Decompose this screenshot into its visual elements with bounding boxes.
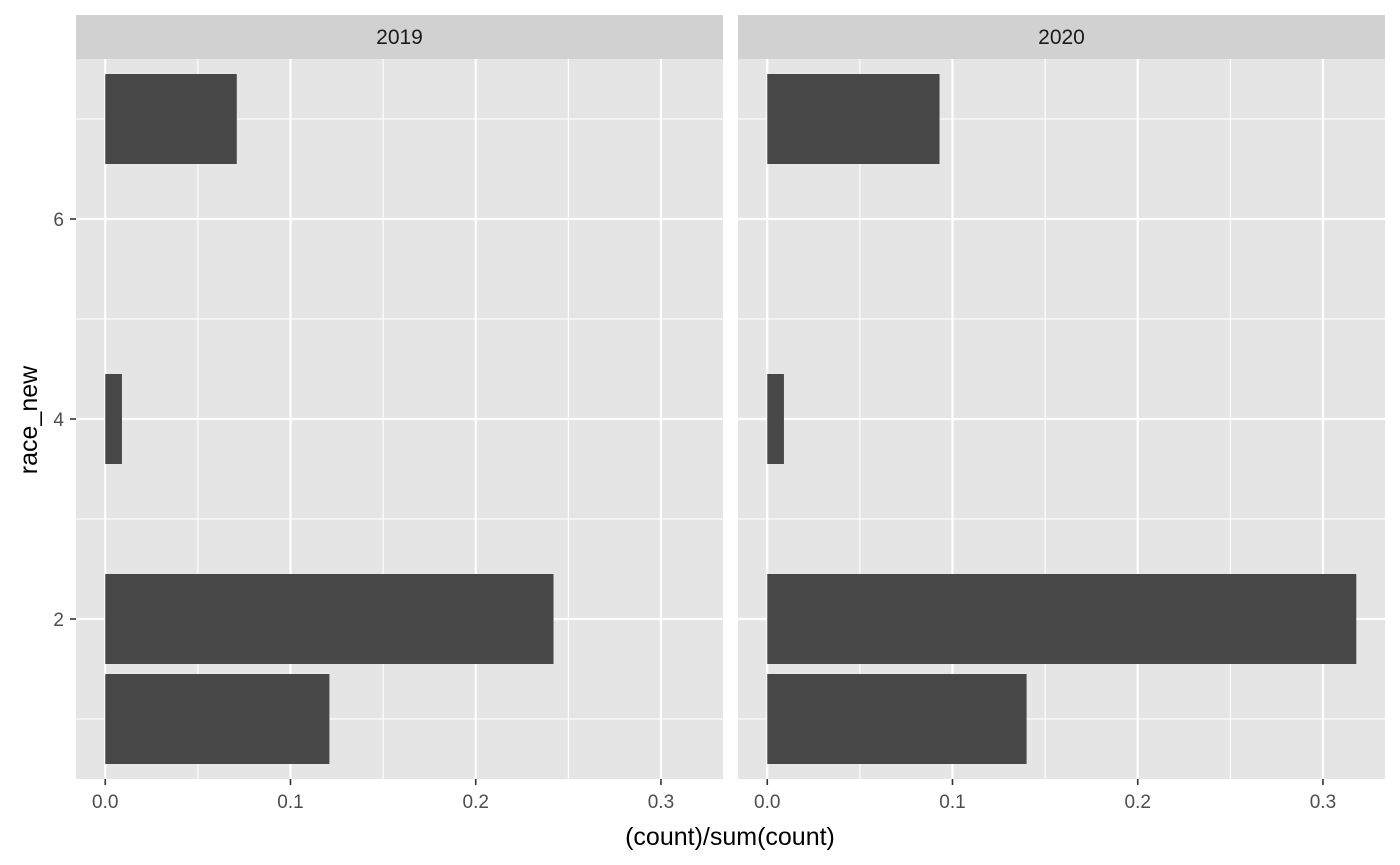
bar-race-1	[767, 674, 1027, 764]
facet-panel-2019: 2019 0.0 0.1 0.2 0.3	[76, 15, 723, 813]
bar-race-1	[105, 674, 330, 764]
facet-strip	[76, 15, 723, 59]
facet-strip-label: 2019	[376, 26, 423, 49]
y-axis-title: race_new	[15, 365, 43, 474]
facet-panel-2020: 2020 0.0 0.1 0.2 0.3	[738, 15, 1385, 813]
y-axis: 2 4 6	[53, 210, 76, 631]
x-axis-title: (count)/sum(count)	[625, 823, 835, 851]
x-tick-label: 0.0	[754, 792, 780, 813]
y-tick-label: 6	[53, 210, 64, 231]
x-tick-label: 0.3	[648, 792, 674, 813]
bar-race-2	[105, 574, 554, 664]
bar-race-4	[105, 374, 122, 464]
y-tick-label: 2	[53, 610, 64, 631]
bar-race-4	[767, 374, 784, 464]
facet-strip-label: 2020	[1038, 26, 1085, 49]
facet-strip	[738, 15, 1385, 59]
x-tick-label: 0.1	[939, 792, 965, 813]
x-tick-label: 0.0	[92, 792, 118, 813]
y-tick-label: 4	[53, 410, 64, 431]
bar-race-2	[767, 574, 1357, 664]
facet-panels: 2019 0.0 0.1 0.2 0.3 2020 0.0 0.1 0.2 0.3	[76, 15, 1385, 813]
x-tick-label: 0.2	[463, 792, 489, 813]
bar-race-7	[767, 74, 940, 164]
bar-race-7	[105, 74, 237, 164]
x-tick-label: 0.3	[1310, 792, 1336, 813]
x-tick-label: 0.1	[277, 792, 303, 813]
x-tick-label: 0.2	[1125, 792, 1151, 813]
